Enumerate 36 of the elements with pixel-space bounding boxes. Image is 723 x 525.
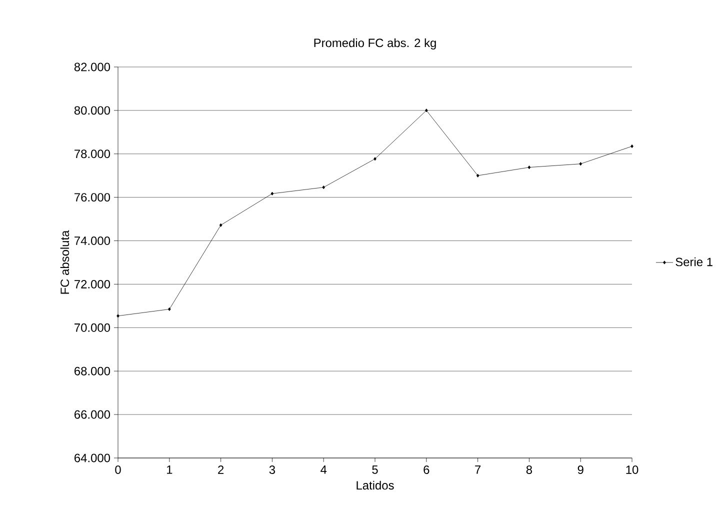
point <box>425 108 428 112</box>
point <box>270 192 274 196</box>
x-tick-label: 9 <box>578 466 584 474</box>
y-tick-label: 68.000 <box>74 366 110 376</box>
y-tick-label: 72.000 <box>74 280 110 288</box>
legend-label: Serie 1 <box>676 257 712 266</box>
point <box>630 144 634 148</box>
y-tick-label: 76.000 <box>74 193 110 202</box>
y-tick-label: 66.000 <box>74 410 110 419</box>
y-tick-label: 64.000 <box>74 454 110 462</box>
point <box>579 162 582 166</box>
y-axis-title: FC absoluta <box>60 230 70 294</box>
x-tick-label: 7 <box>475 466 481 474</box>
x-tick-label: 4 <box>320 466 327 474</box>
point <box>374 157 376 161</box>
x-axis-title: Latidos <box>356 480 394 490</box>
x-tick-label: 6 <box>424 466 430 474</box>
x-tick-label: 1 <box>166 466 172 474</box>
y-tick-label: 82.000 <box>74 62 110 72</box>
point <box>322 186 326 190</box>
x-tick-label: 0 <box>115 466 121 474</box>
point <box>476 174 480 178</box>
y-tick-label: 80.000 <box>74 106 110 115</box>
y-tick-label: 78.000 <box>74 150 110 158</box>
point <box>168 307 171 311</box>
x-tick-label: 3 <box>269 466 276 474</box>
y-tick-label: 74.000 <box>74 236 110 245</box>
chart-title: Promedio FC abs. 2 kg <box>314 38 436 50</box>
point <box>528 166 531 170</box>
x-tick-label: 8 <box>526 466 532 474</box>
x-tick-label: 2 <box>218 466 224 474</box>
x-tick-label: 5 <box>372 466 378 474</box>
x-tick-label: 10 <box>626 466 638 474</box>
point <box>219 223 222 227</box>
point <box>116 314 120 318</box>
y-tick-label: 70.000 <box>74 323 110 332</box>
